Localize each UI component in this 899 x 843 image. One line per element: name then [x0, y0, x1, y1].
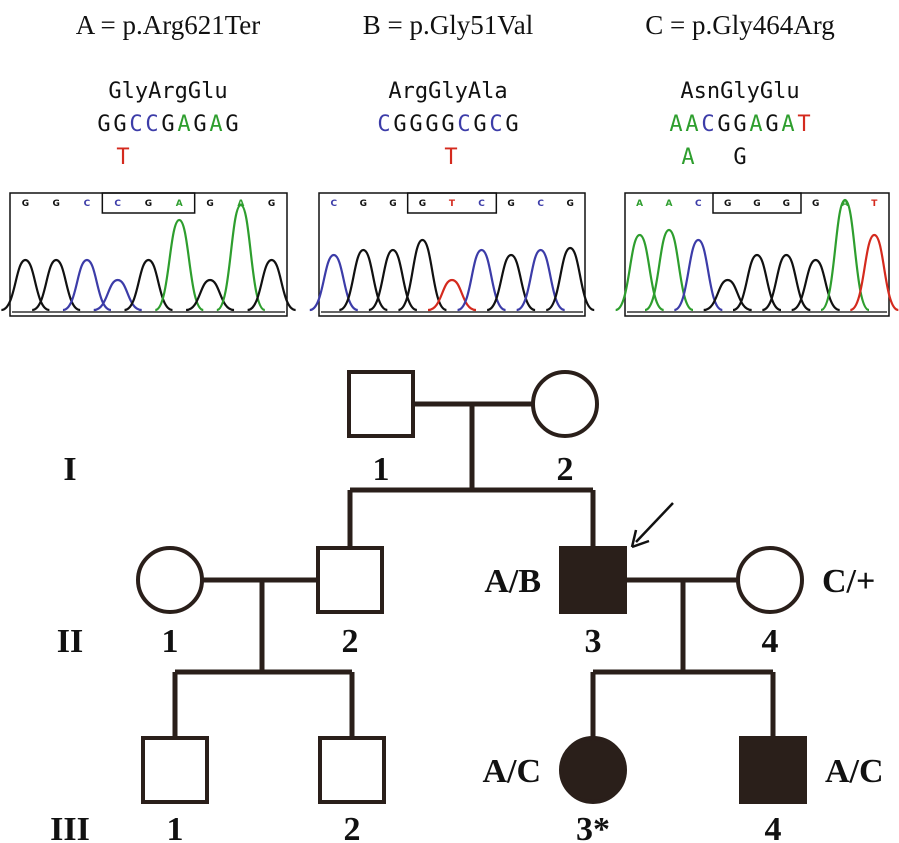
male [143, 738, 207, 802]
nucleotide: A [685, 112, 698, 137]
trace-base: G [724, 199, 731, 209]
trace-base: G [567, 199, 574, 209]
nucleotide: C [489, 112, 502, 137]
trace-base: C [537, 199, 544, 209]
individual-number: 4 [765, 811, 782, 843]
generation-label: II [57, 623, 83, 660]
trace-base: G [812, 199, 819, 209]
genotype: A/B [484, 563, 541, 600]
nucleotide: A [781, 112, 794, 137]
nucleotide: G [161, 112, 174, 137]
nucleotide: C [701, 112, 714, 137]
nucleotide: G [441, 112, 454, 137]
male [741, 738, 805, 802]
genotype: A/C [825, 753, 884, 790]
amino-acids: GlyArgGlu [108, 79, 227, 104]
trace-base: C [330, 199, 337, 209]
nucleotide: A [209, 112, 222, 137]
trace-base: G [145, 199, 152, 209]
nucleotide: G [505, 112, 518, 137]
nucleotide: G [225, 112, 238, 137]
male [320, 738, 384, 802]
trace-base: G [419, 199, 426, 209]
mutation-base: T [116, 145, 129, 170]
trace-base: G [268, 199, 275, 209]
male [349, 372, 413, 436]
nucleotide: G [393, 112, 406, 137]
female [138, 548, 202, 612]
genotype: C/+ [822, 563, 875, 600]
female [738, 548, 802, 612]
nucleotide: G [473, 112, 486, 137]
individual-number: 3 [585, 623, 602, 660]
trace-base: G [22, 199, 29, 209]
nucleotide: C [145, 112, 158, 137]
trace-base: A [666, 199, 673, 209]
individual-number: 4 [762, 623, 779, 660]
individual-number: 2 [344, 811, 361, 843]
nucleotide: G [409, 112, 422, 137]
variant-title: C = p.Gly464Arg [645, 10, 835, 40]
amino-acids: ArgGlyAla [388, 79, 507, 104]
individual-number: 2 [557, 451, 574, 488]
male [318, 548, 382, 612]
trace-base: G [360, 199, 367, 209]
nucleotide: A [749, 112, 762, 137]
proband-arrow [636, 503, 673, 542]
trace-base: G [783, 199, 790, 209]
male [561, 548, 625, 612]
nucleotide: G [733, 112, 746, 137]
trace-base: G [507, 199, 514, 209]
individual-number: 2 [342, 623, 359, 660]
nucleotide: G [193, 112, 206, 137]
nucleotide: G [97, 112, 110, 137]
mutation-base: A [681, 145, 694, 170]
nucleotide: G [717, 112, 730, 137]
trace-base: C [84, 199, 91, 209]
trace-base: T [871, 199, 878, 209]
individual-number: 3* [576, 811, 610, 843]
nucleotide: G [113, 112, 126, 137]
mutation-base: G [733, 145, 746, 170]
nucleotide: G [765, 112, 778, 137]
nucleotide: A [177, 112, 190, 137]
nucleotide: C [129, 112, 142, 137]
trace-base: A [636, 199, 643, 209]
nucleotide: A [669, 112, 682, 137]
genotype: A/C [482, 753, 541, 790]
nucleotide: T [797, 112, 810, 137]
variant-title: A = p.Arg621Ter [76, 10, 261, 40]
female [533, 372, 597, 436]
pedigree-lines [175, 404, 773, 738]
trace-base: C [478, 199, 485, 209]
individual-number: 1 [162, 623, 179, 660]
female [561, 738, 625, 802]
amino-acids: AsnGlyGlu [680, 79, 799, 104]
variant-title: B = p.Gly51Val [363, 10, 533, 40]
trace-base: G [753, 199, 760, 209]
nucleotide: G [425, 112, 438, 137]
trace-base: C [114, 199, 121, 209]
individual-number: 1 [167, 811, 184, 843]
trace-base: A [176, 199, 183, 209]
trace-base: G [52, 199, 59, 209]
nucleotide: C [377, 112, 390, 137]
nucleotide: C [457, 112, 470, 137]
individual-number: 1 [373, 451, 390, 488]
trace-base: G [389, 199, 396, 209]
figure: A = p.Arg621TerGlyArgGluGGCCGAGAGTGGCCGA… [0, 0, 899, 843]
generation-label: I [63, 451, 76, 488]
trace-base: C [695, 199, 702, 209]
trace-base: T [449, 199, 456, 209]
mutation-base: T [444, 145, 457, 170]
trace-base: G [206, 199, 213, 209]
generation-label: III [50, 811, 90, 843]
